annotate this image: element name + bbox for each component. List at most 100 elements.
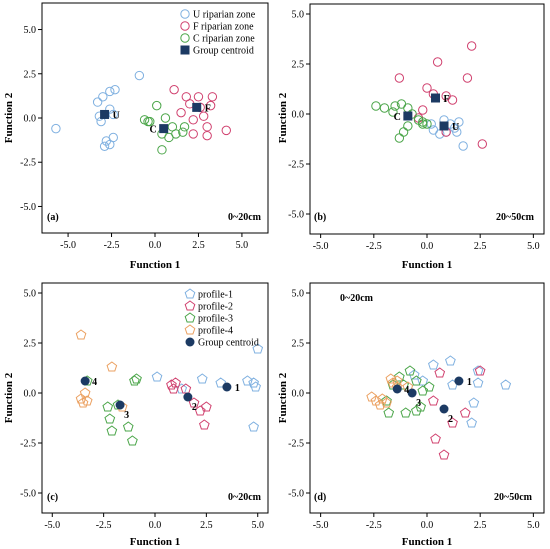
x-tick-label: 0.0 [421, 520, 434, 531]
data-point [377, 393, 388, 404]
centroid-label: 1 [467, 377, 472, 388]
data-point [390, 101, 400, 111]
panel-c-ylabel: Function 2 [3, 372, 15, 423]
panel-d-label: (d) [314, 492, 326, 503]
group-centroid [115, 400, 125, 410]
y-tick-label: -5.0 [288, 489, 304, 500]
centroid-label: 4 [92, 377, 97, 388]
y-tick-label: 2.5 [24, 339, 37, 350]
group-centroid [159, 124, 169, 134]
panel-c-xlabel: Function 1 [130, 536, 180, 548]
x-tick-label: 0.0 [149, 520, 162, 531]
centroid-label: 2 [448, 414, 453, 425]
data-point [459, 407, 471, 418]
data-point [179, 122, 190, 132]
y-tick-label: -2.5 [20, 158, 36, 169]
centroid-label: U [113, 110, 120, 121]
data-point [394, 73, 405, 83]
y-tick-label: 5.0 [292, 10, 305, 21]
x-tick-label: -5.0 [313, 241, 329, 252]
data-point [143, 116, 153, 127]
data-point [432, 57, 443, 67]
data-point [385, 373, 397, 384]
group-centroid [100, 109, 110, 119]
x-tick-label: -2.5 [96, 520, 112, 531]
group-centroid [222, 382, 232, 392]
y-tick-label: 2.5 [24, 69, 37, 80]
data-point [388, 107, 398, 117]
data-point [207, 92, 218, 102]
y-tick-label: -2.5 [20, 439, 36, 450]
panel-a-marks: -5.0 -2.5 0.0 2.5 5.0 -5.0 -2.5 0.0 2.5 5.0 U F C U r… [20, 9, 256, 251]
data-point [415, 401, 426, 412]
data-point [188, 129, 198, 139]
data-point [248, 421, 259, 432]
data-point [458, 141, 468, 151]
centroid-label: U [452, 122, 459, 133]
data-point [178, 127, 188, 137]
data-point [129, 375, 140, 386]
centroid-label: 3 [416, 398, 421, 409]
data-point [422, 83, 432, 93]
x-tick-label: -2.5 [366, 241, 382, 252]
group-centroid [439, 121, 449, 131]
panel-a-depth-label: 0~20cm [228, 212, 262, 223]
data-point [381, 397, 392, 408]
data-point [81, 395, 93, 406]
x-tick-label: 0.0 [421, 241, 434, 252]
centroid-label: F [205, 103, 211, 114]
data-point [434, 367, 446, 378]
data-point [122, 421, 134, 432]
y-tick-label: 5.0 [24, 25, 37, 36]
data-point [462, 73, 473, 83]
legend-marker [184, 300, 196, 311]
data-point [404, 365, 416, 376]
panel-a-xlabel: Function 1 [130, 259, 180, 271]
centroid-label: C [394, 112, 401, 123]
panel-b-marks: -5.0 -2.5 0.0 2.5 5.0 -5.0 -2.5 0.0 2.5 5.0 F C U [288, 10, 539, 253]
data-point [201, 401, 212, 412]
data-point [400, 407, 412, 418]
data-point [466, 41, 477, 51]
data-point [430, 433, 441, 444]
panel-c: -5.0 -2.5 0.0 2.5 5.0 -5.0 -2.5 0.0 2.5 5.0 4 3 2 1 pr… [3, 282, 269, 548]
data-point [445, 355, 456, 366]
panel-a-ylabel: Function 2 [3, 92, 15, 143]
y-tick-label: 2.5 [292, 339, 305, 350]
panel-b-ylabel: Function 2 [277, 92, 289, 143]
group-centroid [403, 111, 413, 121]
data-point [472, 377, 484, 388]
panel-d-depth-label: 20~50cm [494, 492, 533, 503]
data-point [417, 385, 429, 396]
data-point [151, 371, 163, 382]
data-point [477, 139, 488, 149]
x-tick-label: 2.5 [474, 241, 487, 252]
data-point [160, 113, 171, 123]
data-point [371, 101, 381, 111]
data-point [99, 141, 110, 152]
data-point [381, 395, 392, 406]
data-point [252, 343, 264, 354]
panel-d-marks: -5.0 -2.5 0.0 2.5 5.0 -5.0 -2.5 0.0 2.5 5.0 1 34 2 [288, 289, 539, 532]
y-tick-label: -5.0 [20, 489, 36, 500]
x-tick-label: 0.0 [149, 240, 162, 251]
legend-entry: profile-1 [198, 290, 233, 301]
centroid-label: 1 [235, 383, 240, 394]
data-point [104, 413, 116, 424]
data-point [205, 100, 216, 111]
y-tick-label: 5.0 [24, 289, 37, 300]
panel-d-xlabel: Function 1 [402, 536, 452, 548]
x-tick-label: 2.5 [474, 520, 487, 531]
data-point [383, 407, 395, 418]
panel-a: -5.0 -2.5 0.0 2.5 5.0 -5.0 -2.5 0.0 2.5 5.0 U F C U r… [3, 2, 269, 271]
data-point [77, 397, 89, 408]
data-point [428, 395, 439, 406]
data-point [394, 371, 405, 382]
data-point [193, 92, 204, 102]
x-tick-label: -5.0 [44, 520, 60, 531]
data-point [134, 70, 145, 81]
data-point [411, 375, 422, 386]
data-point [500, 379, 512, 390]
group-centroid [392, 384, 402, 394]
